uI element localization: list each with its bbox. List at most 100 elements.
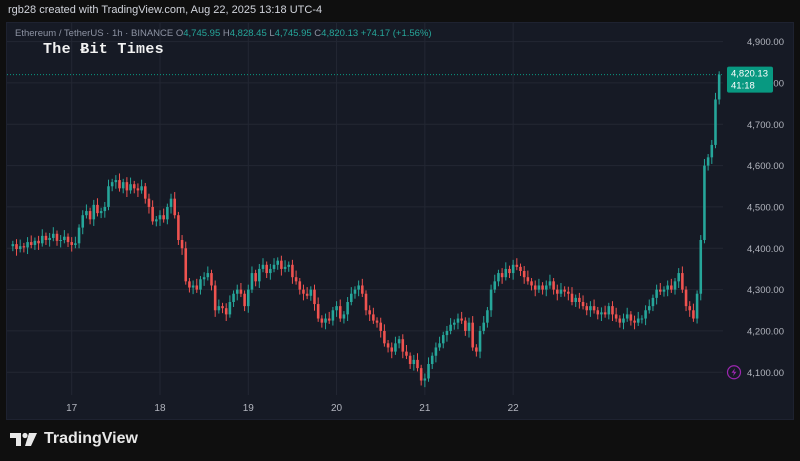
candle-body: [390, 347, 394, 352]
candle-body: [383, 330, 386, 344]
candle-body: [276, 260, 279, 265]
candle-body: [681, 273, 684, 290]
candle-body: [15, 244, 18, 250]
x-tick-label: 20: [331, 403, 343, 414]
candle-body: [519, 266, 522, 271]
open-value: 4,745.95: [183, 28, 221, 39]
candle-body: [114, 180, 118, 183]
candle-body: [614, 314, 618, 319]
candle-body: [673, 281, 677, 290]
candle-body: [629, 314, 633, 321]
watermark-text: The Ƀit Times: [43, 41, 164, 58]
candle-body: [188, 281, 191, 288]
candle-body: [548, 281, 552, 286]
candle-body: [427, 364, 430, 379]
y-tick-label: 4,200.00: [747, 326, 784, 337]
tradingview-brand[interactable]: TradingView: [10, 430, 138, 448]
candle-body: [143, 186, 147, 199]
candle-body: [180, 240, 184, 249]
candle-body: [206, 273, 210, 278]
candle-body: [221, 306, 224, 309]
candlestick-chart[interactable]: 4,900.004,800.004,700.004,600.004,500.00…: [7, 23, 794, 420]
candle-body: [504, 268, 508, 278]
candle-body: [368, 310, 371, 315]
candle-body: [607, 306, 611, 315]
candle-body: [541, 285, 544, 290]
candle-body: [173, 198, 176, 216]
candle-body: [361, 285, 364, 294]
candle-body: [18, 246, 22, 250]
candle-body: [107, 186, 110, 207]
close-label: C: [314, 28, 322, 39]
candle-body: [324, 318, 327, 323]
candle-body: [309, 289, 313, 296]
candle-body: [294, 277, 298, 282]
candle-body: [515, 264, 519, 267]
candle-body: [430, 355, 434, 364]
candle-body: [692, 310, 695, 319]
candle-body: [489, 289, 493, 311]
candle-body: [651, 297, 655, 307]
candle-body: [88, 211, 92, 220]
tradingview-logo-icon: [10, 432, 37, 446]
open-label: O: [175, 28, 184, 39]
candle-body: [460, 318, 463, 321]
y-tick-label: 4,600.00: [747, 161, 784, 172]
candle-body: [600, 312, 603, 315]
candle-body: [500, 273, 504, 278]
candle-body: [408, 355, 412, 364]
chart-panel[interactable]: 4,900.004,800.004,700.004,600.004,500.00…: [6, 22, 794, 420]
candle-body: [70, 242, 73, 245]
candle-body: [633, 320, 636, 323]
candle-body: [140, 186, 143, 191]
candle-body: [11, 244, 15, 247]
candle-body: [688, 306, 692, 311]
candle-body: [305, 293, 309, 296]
candle-body: [394, 343, 397, 352]
candle-body: [52, 233, 55, 238]
tradingview-wordmark: TradingView: [44, 430, 138, 447]
high-value: 4,828.45: [229, 28, 267, 39]
candle-body: [552, 281, 555, 290]
high-label: H: [222, 28, 230, 39]
candle-body: [717, 74, 721, 100]
close-value: 4,820.13: [321, 28, 359, 39]
candle-body: [342, 314, 346, 319]
candle-body: [302, 289, 305, 294]
candle-body: [530, 281, 533, 286]
y-tick-label: 4,400.00: [747, 244, 784, 255]
chart-caption: rgb28 created with TradingView.com, Aug …: [8, 4, 323, 16]
candle-body: [464, 320, 467, 331]
price-badge-countdown: 41:18: [731, 81, 755, 92]
candle-body: [401, 339, 405, 352]
candle-body: [66, 236, 70, 243]
candle-body: [478, 330, 482, 352]
lightning-event-icon[interactable]: [726, 365, 742, 380]
candle-body: [59, 240, 62, 241]
candle-body: [618, 318, 622, 323]
y-tick-label: 4,500.00: [747, 202, 784, 213]
candle-body: [423, 378, 427, 381]
candle-body: [202, 277, 206, 280]
candle-body: [298, 281, 302, 290]
candle-body: [544, 285, 548, 290]
candle-body: [706, 157, 710, 166]
candle-body: [162, 215, 165, 220]
candle-body: [412, 359, 416, 364]
candle-body: [280, 260, 283, 269]
candle-body: [77, 227, 81, 244]
candle-body: [475, 347, 478, 352]
candle-body: [147, 198, 151, 207]
candle-body: [81, 215, 85, 228]
candle-body: [556, 289, 559, 294]
candle-body: [405, 351, 408, 356]
candle-body: [397, 339, 401, 344]
candle-body: [158, 215, 162, 220]
low-label: L: [269, 28, 275, 39]
candle-body: [574, 297, 577, 302]
candle-body: [684, 289, 688, 307]
candle-body: [261, 264, 265, 269]
candle-body: [48, 237, 51, 240]
candle-body: [210, 273, 213, 286]
candle-body: [166, 206, 169, 220]
